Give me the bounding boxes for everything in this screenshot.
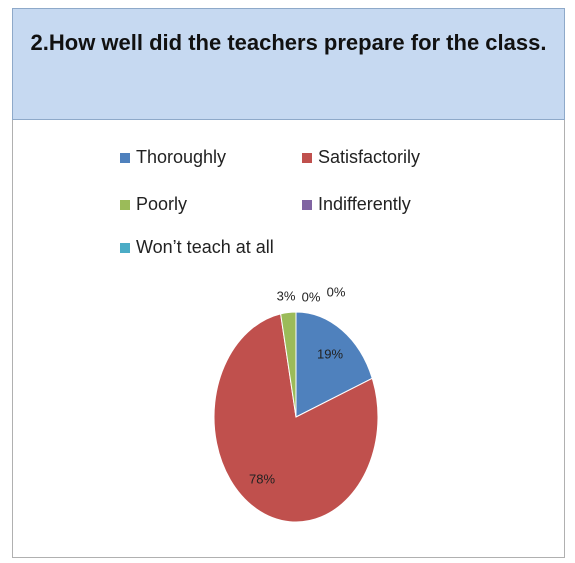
- legend-label: Won’t teach at all: [136, 237, 274, 257]
- legend-swatch: [302, 200, 312, 210]
- pie-slice: [295, 311, 373, 418]
- legend-label: Indifferently: [318, 194, 411, 214]
- pie-slice: [213, 313, 379, 523]
- legend-swatch: [120, 153, 130, 163]
- data-label: 19%: [317, 346, 343, 361]
- data-label: 0%: [302, 289, 321, 304]
- legend-label: Satisfactorily: [318, 147, 420, 167]
- legend-swatch: [120, 243, 130, 253]
- data-label: 78%: [249, 471, 275, 486]
- data-label: 3%: [277, 288, 296, 303]
- legend-label: Thoroughly: [136, 147, 226, 167]
- chart-title: 2.How well did the teachers prepare for …: [12, 8, 565, 120]
- legend-swatch: [120, 200, 130, 210]
- legend-swatch: [302, 153, 312, 163]
- legend-label: Poorly: [136, 194, 187, 214]
- data-label: 0%: [327, 284, 346, 299]
